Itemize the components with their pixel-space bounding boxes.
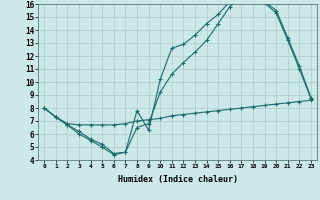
X-axis label: Humidex (Indice chaleur): Humidex (Indice chaleur) bbox=[118, 175, 238, 184]
